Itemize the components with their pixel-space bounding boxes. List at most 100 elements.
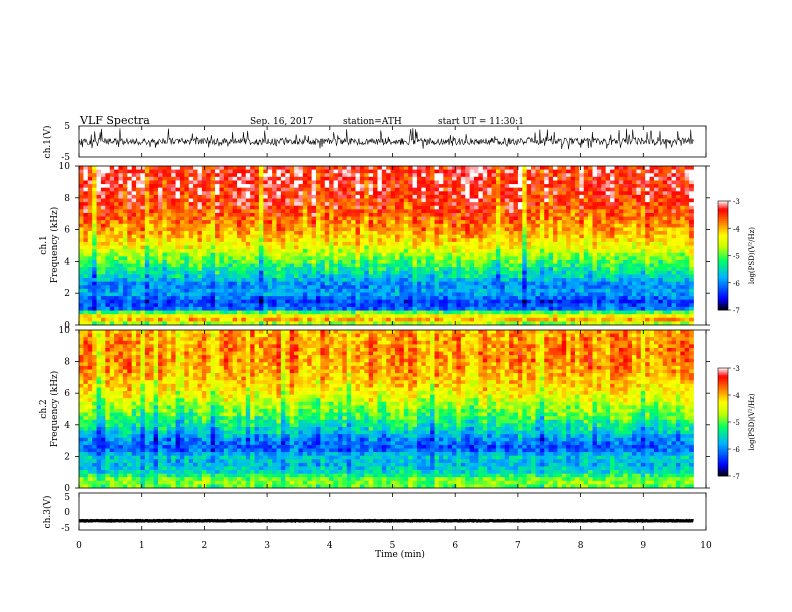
ch1-spec-cell <box>627 245 633 250</box>
ch1-spec-cell <box>193 256 198 261</box>
ch1-spec-cell <box>285 227 291 232</box>
ch1-spec-cell <box>92 212 97 217</box>
ch1-spec-cell <box>114 209 119 214</box>
ch1-spec-cell <box>570 252 576 257</box>
ch1-spec-cell <box>83 259 89 264</box>
ch1-spec-cell <box>443 209 449 214</box>
ch1-spec-cell <box>166 187 172 192</box>
ch1-spec-cell <box>307 194 313 199</box>
ch1-spec-cell <box>412 194 418 199</box>
ch1-spec-cell <box>153 256 159 261</box>
ch1-spec-cell <box>430 173 435 178</box>
ch1-spec-cell <box>438 245 444 250</box>
ch1-spec-cell <box>171 184 176 189</box>
ch1-spec-cell <box>373 270 378 275</box>
ch1-spec-cell <box>478 173 484 178</box>
ch1-spec-cell <box>640 263 646 268</box>
ch1-spec-cell <box>219 274 225 279</box>
ch1-spec-cell <box>210 220 216 225</box>
ch1-spec-cell <box>386 238 392 243</box>
ch1-spec-cell <box>215 173 220 178</box>
ch1-spec-cell <box>579 212 585 217</box>
ch1-spec-cell <box>267 278 273 283</box>
ch1-spec-cell <box>109 173 115 178</box>
ch1-spec-cell <box>245 292 251 297</box>
ch1-spec-cell <box>201 180 207 185</box>
ch1-spec-cell <box>601 205 607 210</box>
ch1-spec-cell <box>416 249 422 254</box>
ch1-spec-cell <box>640 274 646 279</box>
ch1-spec-cell <box>689 249 694 254</box>
ch1-spec-cell <box>460 270 466 275</box>
ch1-spec-cell <box>478 227 484 232</box>
ch1-spec-cell <box>320 281 326 286</box>
ch1-spec-cell <box>618 212 624 217</box>
ch1-spec-cell <box>223 249 229 254</box>
ch1-spec-cell <box>162 191 168 196</box>
ch1-spec-cell <box>320 267 326 272</box>
ch1-spec-cell <box>495 270 501 275</box>
ch1-spec-cell <box>206 278 212 283</box>
ch1-spec-cell <box>136 292 141 297</box>
ch1-spec-cell <box>127 285 133 290</box>
ch1-spec-cell <box>100 184 106 189</box>
ch1-spec-cell <box>596 274 602 279</box>
ch1-spec-cell <box>684 191 690 196</box>
ch1-spec-cell <box>469 241 475 246</box>
ch1-spec-cell <box>452 263 457 268</box>
ch1-spec-cell <box>447 278 453 283</box>
ch1-spec-cell <box>188 241 194 246</box>
ch1-spec-cell <box>438 270 444 275</box>
ch1-spec-cell <box>561 169 567 174</box>
ch1-spec-cell <box>131 205 137 210</box>
ch1-spec-cell <box>601 270 607 275</box>
ch1-spec-cell <box>285 169 291 174</box>
ch1-spec-cell <box>381 223 387 228</box>
ch1-spec-cell <box>443 285 449 290</box>
ch1-spec-cell <box>280 231 286 236</box>
ch1-spec-cell <box>144 212 150 217</box>
ch1-spec-cell <box>566 252 571 257</box>
ch1-spec-cell <box>509 202 514 207</box>
ch1-spec-cell <box>627 263 633 268</box>
ch1-spec-cell <box>566 245 571 250</box>
ch1-spec-cell <box>592 245 598 250</box>
ch1-spec-cell <box>302 220 308 225</box>
ch1-spec-cell <box>149 173 155 178</box>
ch1-spec-cell <box>188 173 194 178</box>
ch1-spec-cell <box>482 249 488 254</box>
ch1-spec-cell <box>645 281 650 286</box>
ch1-spec-cell <box>144 292 150 297</box>
ch1-spec-cell <box>504 173 510 178</box>
ch1-spec-cell <box>487 220 492 225</box>
ch1-spec-cell <box>289 202 295 207</box>
ch1-spec-cell <box>553 194 558 199</box>
ch1-spec-cell <box>548 184 554 189</box>
ch1-spec-cell <box>193 259 198 264</box>
ch1-spec-cell <box>509 231 514 236</box>
ch1-spec-cell <box>509 274 514 279</box>
ch1-spec-cell <box>158 270 163 275</box>
ch1-spec-cell <box>548 209 554 214</box>
ch1-spec-cell <box>574 245 580 250</box>
ch1-spec-cell <box>171 241 176 246</box>
ch1-spec-cell <box>184 205 190 210</box>
ch1-spec-cell <box>272 270 277 275</box>
ch1-spec-cell <box>342 278 348 283</box>
ch1-spec-cell <box>658 278 664 283</box>
ch1-spec-cell <box>662 191 668 196</box>
ch1-spec-cell <box>333 202 339 207</box>
ch1-spec-cell <box>649 281 655 286</box>
ch1-spec-cell <box>390 245 396 250</box>
ch1-spec-cell <box>188 220 194 225</box>
ch1-spec-cell <box>421 184 427 189</box>
ch1-spec-cell <box>504 278 510 283</box>
ch1-spec-cell <box>522 227 528 232</box>
ch1-spec-cell <box>83 184 89 189</box>
ch1-spec-cell <box>267 205 273 210</box>
ch1-spec-cell <box>359 176 365 181</box>
ch1-spec-cell <box>96 205 102 210</box>
ch1-spec-cell <box>430 249 435 254</box>
ch1-spec-cell <box>416 205 422 210</box>
ch1-spec-cell <box>557 278 563 283</box>
